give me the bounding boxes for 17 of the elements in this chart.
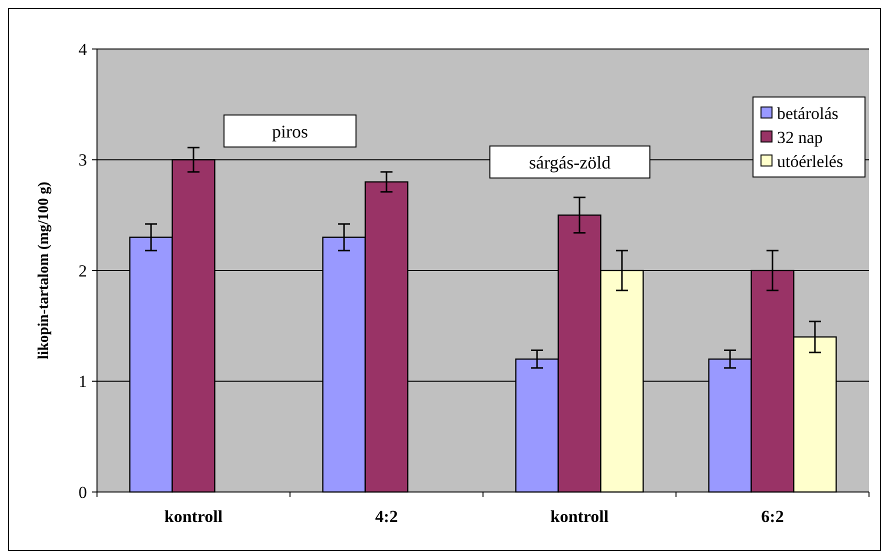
label-box: sárgás-zöld: [489, 146, 650, 178]
y-tick-label: 1: [78, 372, 87, 392]
legend-label: 32 nap: [777, 128, 823, 147]
x-tick-label: kontroll: [164, 507, 223, 526]
annotation: piros: [272, 121, 308, 142]
y-tick-label: 2: [78, 261, 87, 280]
y-axis-title: likopin-tartalom (mg/100 g): [36, 182, 52, 360]
legend-label: utóérlelés: [777, 152, 844, 171]
x-tick-label: 6:2: [761, 507, 784, 526]
x-tick-label: kontroll: [550, 507, 609, 526]
x-tick-label: 4:2: [375, 507, 398, 526]
label-box: piros: [224, 114, 356, 148]
y-tick-label: 4: [78, 40, 88, 59]
annotation: sárgás-zöld: [529, 152, 611, 172]
y-tick-label: 0: [78, 482, 87, 502]
legend-label: betárolás: [777, 104, 838, 123]
y-tick-label: 3: [78, 150, 87, 170]
